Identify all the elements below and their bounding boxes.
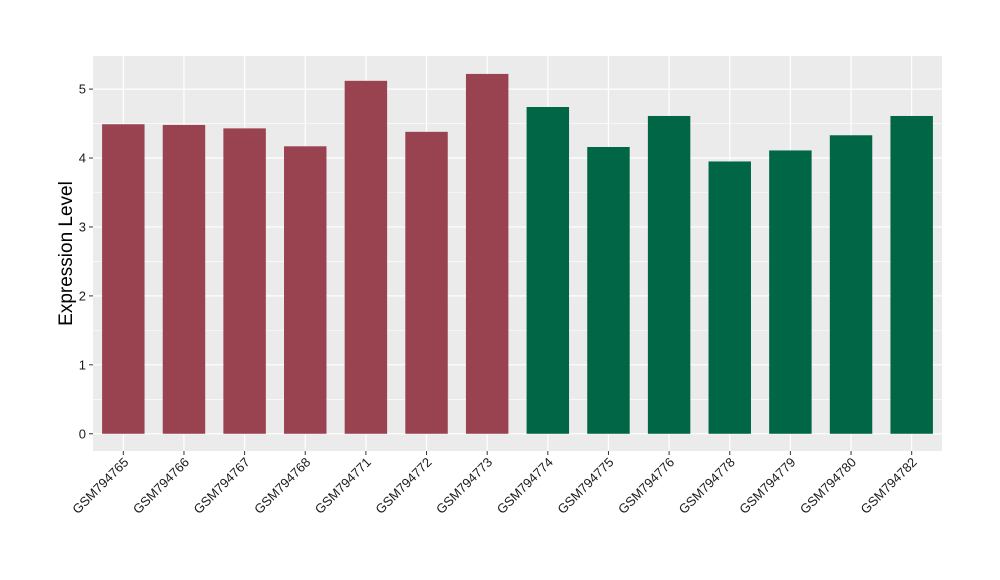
x-tick-label: GSM794776 xyxy=(615,455,677,517)
x-tick-label: GSM794765 xyxy=(69,455,131,517)
bar-gsm794768 xyxy=(284,146,327,434)
y-tick-label: 2 xyxy=(79,288,86,303)
x-tick-label: GSM794775 xyxy=(554,455,616,517)
y-tick-label: 0 xyxy=(79,426,86,441)
plot-panel xyxy=(93,56,942,451)
bars xyxy=(102,73,933,434)
bar-gsm794780 xyxy=(829,135,873,434)
bar-gsm794779 xyxy=(769,150,812,434)
x-axis: GSM794765GSM794766GSM794767GSM794768GSM7… xyxy=(69,451,920,517)
bar-gsm794774 xyxy=(526,107,570,434)
y-tick-label: 5 xyxy=(79,82,86,97)
x-tick-label: GSM794774 xyxy=(494,455,556,517)
x-tick-label: GSM794780 xyxy=(797,455,859,517)
x-tick-label: GSM794778 xyxy=(676,455,738,517)
x-tick-label: GSM794768 xyxy=(251,455,313,517)
y-tick-label: 3 xyxy=(79,219,86,234)
x-tick-label: GSM794766 xyxy=(130,455,192,517)
y-tick-label: 1 xyxy=(79,357,86,372)
y-axis-title: Expression Level xyxy=(56,181,77,326)
bar-gsm794766 xyxy=(162,124,206,434)
y-tick-label: 4 xyxy=(79,151,86,166)
bar-gsm794773 xyxy=(465,73,509,434)
x-tick-label: GSM794771 xyxy=(312,455,374,517)
bar-gsm794772 xyxy=(405,131,448,434)
bar-gsm794771 xyxy=(344,80,388,434)
bar-gsm794778 xyxy=(708,161,751,434)
bar-gsm794765 xyxy=(102,124,145,434)
x-tick-label: GSM794767 xyxy=(191,455,253,517)
x-tick-label: GSM794782 xyxy=(858,455,920,517)
bar-gsm794776 xyxy=(647,115,691,434)
bar-gsm794775 xyxy=(587,146,630,434)
bar-gsm794782 xyxy=(890,115,933,434)
x-tick-label: GSM794779 xyxy=(736,455,798,517)
x-tick-label: GSM794773 xyxy=(433,455,495,517)
bar-gsm794767 xyxy=(223,128,266,434)
y-axis: 0 1 2 3 4 5 xyxy=(79,82,93,441)
x-tick-label: GSM794772 xyxy=(372,455,434,517)
